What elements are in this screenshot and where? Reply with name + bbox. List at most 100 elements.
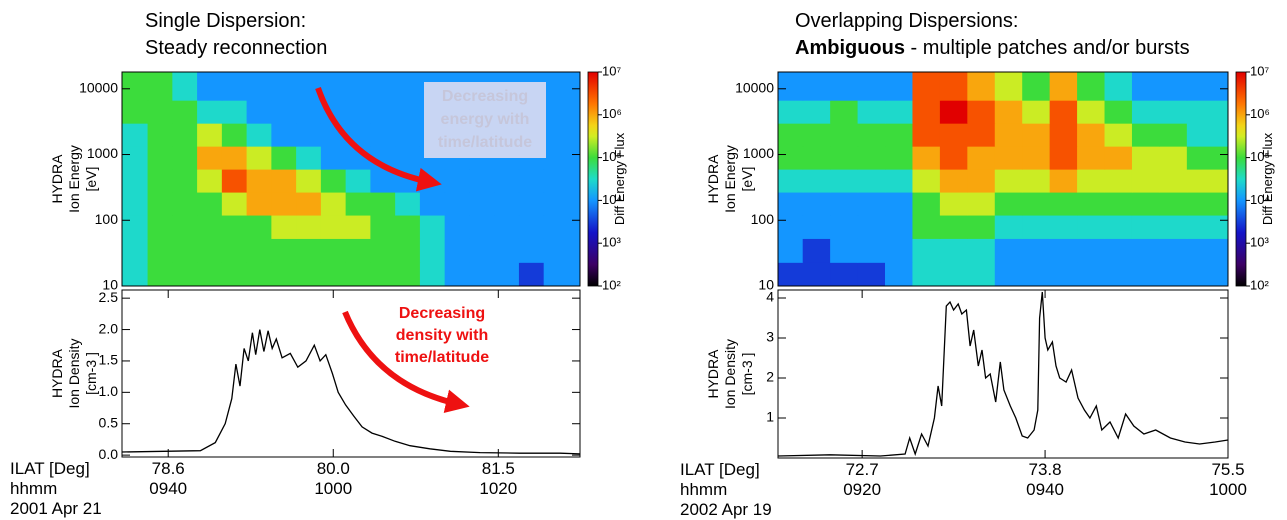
heatmap-cell: [147, 100, 173, 124]
heatmap-cell: [778, 238, 804, 263]
y-axis-title: [cm-3 ]: [739, 353, 755, 396]
heatmap-cell: [197, 192, 223, 216]
heatmap-cell: [1186, 238, 1229, 263]
heatmap-cell: [543, 123, 581, 147]
y-axis-title: HYDRA: [49, 154, 65, 204]
subtitle-bold: Ambiguous: [795, 37, 905, 59]
plot-frame: [777, 289, 1229, 459]
ilat-tick-label: 78.6: [152, 459, 185, 478]
heatmap-cell: [320, 262, 347, 287]
heatmap-cell: [122, 169, 149, 193]
heatmap-cell: [994, 123, 1023, 147]
heatmap-cell: [494, 192, 520, 216]
heatmap-cell: [370, 72, 396, 101]
y-tick-label: 1: [766, 409, 774, 425]
heatmap-cell: [1049, 192, 1078, 216]
colorbar-tick-label: 10⁶: [602, 106, 622, 121]
plot-frame: [777, 71, 1229, 287]
x-tick-label: 1000: [1209, 480, 1247, 499]
heatmap-cell: [912, 169, 941, 193]
heatmap-cell: [1104, 146, 1133, 170]
heatmap-cell: [912, 192, 941, 216]
heatmap-cell: [345, 100, 371, 124]
colorbar-tick-label: 10⁶: [1250, 106, 1270, 121]
heatmap-cell: [912, 123, 941, 147]
annotation: density with: [396, 327, 488, 344]
heatmap-cell: [1077, 123, 1106, 147]
heatmap-cell: [1022, 123, 1051, 147]
heatmap-cell: [1186, 192, 1229, 216]
heatmap-cell: [246, 100, 272, 124]
heatmap-cell: [994, 146, 1023, 170]
heatmap-cell: [802, 262, 831, 287]
heatmap-cell: [518, 262, 545, 287]
heatmap-cell: [1022, 262, 1051, 287]
heatmap-cell: [939, 100, 968, 124]
chart-subtitle: Steady reconnection: [145, 37, 327, 59]
heatmap-cell: [345, 262, 371, 287]
heatmap-cell: [857, 123, 886, 147]
heatmap-cell: [1077, 238, 1106, 263]
heatmap-cell: [967, 238, 996, 263]
heatmap-cell: [345, 215, 371, 239]
heatmap-cell: [172, 123, 198, 147]
heatmap-cell: [1104, 192, 1133, 216]
x-tick-label: 0940: [1026, 480, 1064, 499]
colorbar: [587, 71, 599, 287]
heatmap-cell: [296, 146, 322, 170]
heatmap-cell: [1049, 238, 1078, 263]
x-axis-title: hhmm: [10, 479, 57, 498]
heatmap-cell: [994, 215, 1023, 239]
heatmap-cell: [221, 262, 248, 287]
heatmap-cell: [296, 215, 322, 239]
heatmap-cell: [395, 100, 421, 124]
heatmap-cell: [1186, 72, 1229, 101]
arrow: [342, 310, 470, 414]
heatmap-cell: [543, 169, 581, 193]
heatmap-cell: [518, 238, 545, 263]
heatmap-cell: [857, 238, 886, 263]
heatmap-cell: [395, 215, 421, 239]
heatmap-cell: [197, 123, 223, 147]
heatmap-cell: [395, 146, 421, 170]
heatmap-cell: [857, 72, 886, 101]
heatmap-cell: [912, 72, 941, 101]
heatmap-cell: [967, 262, 996, 287]
date-label: 2001 Apr 21: [10, 499, 102, 518]
heatmap-cell: [939, 192, 968, 216]
heatmap-cell: [1159, 146, 1188, 170]
heatmap-cell: [830, 72, 859, 101]
heatmap-cell: [197, 262, 223, 287]
y-axis-title: Ion Energy: [66, 145, 82, 213]
y-tick-label: 0.0: [99, 446, 119, 462]
heatmap-cell: [1186, 215, 1229, 239]
heatmap-cell: [1131, 262, 1160, 287]
heatmap-cell: [885, 192, 913, 216]
heatmap-cell: [197, 238, 223, 263]
heatmap-cell: [778, 146, 804, 170]
heatmap-cell: [419, 192, 446, 216]
y-axis-title: Ion Density: [722, 339, 738, 409]
heatmap-cell: [271, 100, 297, 124]
colorbar-tick-label: 10³: [602, 235, 621, 250]
heatmap-cell: [221, 238, 248, 263]
heatmap-cell: [802, 72, 831, 101]
heatmap-cell: [271, 192, 297, 216]
heatmap-cell: [246, 146, 272, 170]
heatmap-cell: [444, 215, 470, 239]
heatmap-cell: [395, 72, 421, 101]
y-axis-title: [eV]: [739, 167, 755, 192]
heatmap-cell: [1022, 238, 1051, 263]
heatmap-cell: [395, 238, 421, 263]
heatmap-cell: [197, 215, 223, 239]
annotation: Decreasing: [399, 305, 485, 322]
heatmap-cell: [830, 146, 859, 170]
heatmap-cell: [172, 100, 198, 124]
heatmap-cell: [857, 215, 886, 239]
heatmap-cell: [1077, 146, 1106, 170]
y-tick-label: 10000: [79, 79, 118, 95]
plot-frame: [121, 71, 581, 287]
heatmap-cell: [147, 238, 173, 263]
